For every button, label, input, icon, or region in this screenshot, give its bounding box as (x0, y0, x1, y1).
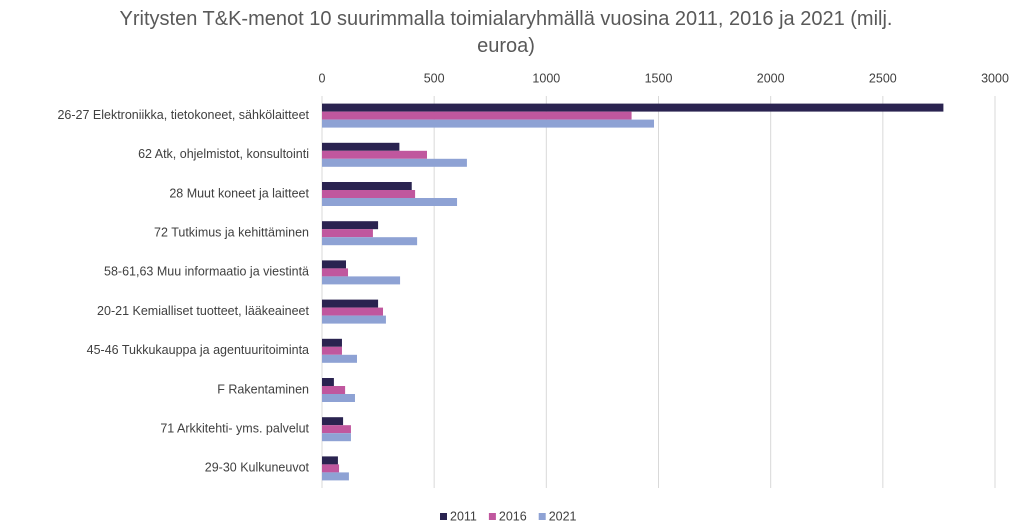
bar (322, 299, 379, 308)
bar (322, 425, 351, 434)
bar (322, 268, 349, 277)
y-tick-label: 62 Atk, ohjelmistot, konsultointi (138, 147, 309, 161)
bar (322, 103, 944, 112)
y-tick-label: 20-21 Kemialliset tuotteet, lääkeaineet (97, 304, 309, 318)
y-tick-label: 29-30 Kulkuneuvot (205, 461, 310, 475)
bar (322, 338, 342, 347)
bar (322, 307, 384, 316)
x-tick-label: 2000 (757, 71, 785, 85)
bar (322, 354, 357, 363)
bar (322, 315, 386, 324)
legend-label: 2016 (499, 509, 527, 523)
bar (322, 260, 347, 269)
x-tick-label: 2500 (869, 71, 897, 85)
legend-label: 2021 (549, 509, 577, 523)
bar (322, 221, 379, 230)
bar (322, 198, 458, 206)
chart-title: Yritysten T&K-menot 10 suurimmalla toimi… (119, 8, 893, 57)
bar (322, 386, 346, 394)
y-tick-label: 28 Muut koneet ja laitteet (169, 186, 309, 200)
legend-label: 2011 (450, 509, 477, 523)
y-tick-label: 72 Tutkimus ja kehittäminen (154, 225, 309, 239)
x-tick-label: 0 (319, 71, 326, 85)
bar (322, 237, 418, 246)
bar (322, 456, 338, 465)
bar (322, 158, 467, 167)
legend-swatch (488, 513, 496, 520)
bar (322, 417, 344, 426)
x-tick-label: 1500 (645, 71, 673, 85)
bar (322, 229, 373, 238)
bar (322, 182, 412, 190)
y-tick-label: 26-27 Elektroniikka, tietokoneet, sähköl… (57, 108, 309, 122)
legend-swatch (440, 513, 447, 520)
x-tick-label: 1000 (532, 71, 560, 85)
bar (322, 190, 416, 198)
bar (322, 378, 334, 386)
y-tick-label: 45-46 Tukkukauppa ja agentuuritoiminta (87, 343, 309, 357)
bar (322, 150, 427, 159)
bar (322, 119, 655, 128)
x-tick-label: 3000 (981, 71, 1009, 85)
bar (322, 276, 401, 285)
bar (322, 472, 349, 481)
x-tick-label: 500 (424, 71, 445, 85)
y-tick-label: F Rakentaminen (217, 382, 309, 396)
bar (322, 142, 400, 151)
bar (322, 111, 632, 120)
y-tick-label: 58-61,63 Muu informaatio ja viestintä (104, 265, 309, 279)
bar (322, 433, 351, 442)
y-tick-label: 71 Arkkitehti- yms. palvelut (160, 421, 309, 435)
bar (322, 464, 340, 473)
bar (322, 346, 342, 355)
bar (322, 394, 355, 402)
legend-swatch (538, 513, 546, 520)
